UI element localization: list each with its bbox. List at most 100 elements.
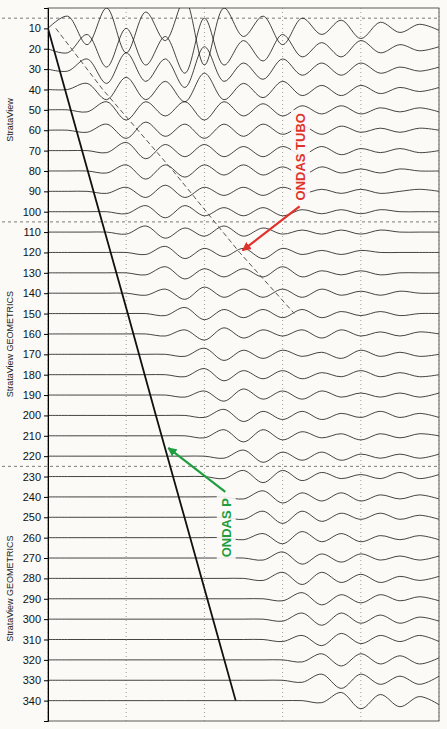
trace xyxy=(48,328,439,340)
tick: 140 xyxy=(23,287,48,299)
tick: 280 xyxy=(23,572,48,584)
tick: 300 xyxy=(23,613,48,625)
tick: 220 xyxy=(23,450,48,462)
trace xyxy=(48,633,439,645)
tick-mark xyxy=(44,660,48,661)
tick-mark xyxy=(44,558,48,559)
trace xyxy=(48,491,439,503)
trace xyxy=(48,572,439,584)
plot-frame xyxy=(48,8,439,721)
pick-line xyxy=(48,28,236,700)
tick: 70 xyxy=(29,145,48,157)
trace xyxy=(48,267,439,279)
trace xyxy=(48,409,439,421)
tick: 80 xyxy=(29,165,48,177)
tick-mark xyxy=(44,232,48,233)
tick-mark xyxy=(44,477,48,478)
tick-label: 120 xyxy=(23,246,41,258)
tick: 240 xyxy=(23,491,48,503)
y-axis: 1020304050607080901001101201301401501601… xyxy=(23,9,49,722)
tick-label: 190 xyxy=(23,389,41,401)
tick-mark xyxy=(44,28,48,29)
tick-label: 220 xyxy=(23,450,41,462)
tick: 260 xyxy=(23,532,48,544)
tick: 110 xyxy=(23,226,48,238)
record-separator xyxy=(2,466,439,467)
grid-line xyxy=(126,8,127,721)
tick-mark xyxy=(44,456,48,457)
trace xyxy=(48,165,439,179)
trace xyxy=(48,389,439,401)
tick-label: 210 xyxy=(23,430,41,442)
tick: 150 xyxy=(23,308,48,320)
tick-mark xyxy=(44,314,48,315)
records: StrataViewStrataView GEOMETRICSStrataVie… xyxy=(2,18,439,642)
trace xyxy=(48,47,439,88)
tick: 40 xyxy=(29,84,48,96)
trace xyxy=(48,613,439,625)
tick-label: 330 xyxy=(23,674,41,686)
tick: 100 xyxy=(23,206,48,218)
tick-mark xyxy=(44,252,48,253)
trace xyxy=(48,142,439,158)
tick-label: 320 xyxy=(23,654,41,666)
tick-mark xyxy=(44,171,48,172)
tick-label: 230 xyxy=(23,471,41,483)
annotation-label: ONDAS P xyxy=(219,498,234,558)
tick-mark xyxy=(44,436,48,437)
tick-label: 100 xyxy=(23,206,41,218)
tick: 180 xyxy=(23,369,48,381)
tick-mark xyxy=(44,415,48,416)
tick: 210 xyxy=(23,430,48,442)
trace xyxy=(48,532,439,544)
trace xyxy=(48,593,439,605)
tick: 20 xyxy=(29,43,48,55)
tick-label: 200 xyxy=(23,409,41,421)
grid-line xyxy=(282,8,283,721)
tick-mark xyxy=(44,191,48,192)
tick-label: 20 xyxy=(29,43,41,55)
trace xyxy=(48,18,439,73)
trace xyxy=(48,246,439,258)
tick-label: 180 xyxy=(23,369,41,381)
tick-label: 310 xyxy=(23,634,41,646)
tick: 200 xyxy=(23,409,48,421)
trace xyxy=(48,73,439,102)
plot-area xyxy=(48,8,439,709)
tick: 130 xyxy=(23,267,48,279)
tick-mark xyxy=(44,619,48,620)
tick-mark xyxy=(44,293,48,294)
tick-label: 290 xyxy=(23,593,41,605)
axis-line xyxy=(44,9,49,722)
tick: 330 xyxy=(23,674,48,686)
tick-mark xyxy=(44,517,48,518)
tick: 190 xyxy=(23,389,48,401)
tick: 120 xyxy=(23,246,48,258)
tick-label: 10 xyxy=(29,22,41,34)
tick-label: 270 xyxy=(23,552,41,564)
tick-mark xyxy=(44,151,48,152)
trace xyxy=(48,307,439,319)
tick: 170 xyxy=(23,348,48,360)
trace xyxy=(48,348,439,360)
tick: 50 xyxy=(29,104,48,116)
trace xyxy=(48,185,439,197)
tick-mark xyxy=(44,212,48,213)
tick-label: 130 xyxy=(23,267,41,279)
tick-label: 80 xyxy=(29,165,41,177)
tick-mark xyxy=(44,130,48,131)
tick-label: 40 xyxy=(29,84,41,96)
tick-label: 150 xyxy=(23,308,41,320)
tick-mark xyxy=(44,89,48,90)
tick-mark xyxy=(44,680,48,681)
trace xyxy=(48,430,439,442)
tick-mark xyxy=(44,110,48,111)
tick-mark xyxy=(44,49,48,50)
annotation-arrow xyxy=(168,448,225,492)
record-separator xyxy=(2,221,439,222)
trace xyxy=(48,450,439,462)
tick: 340 xyxy=(23,695,48,707)
tick: 290 xyxy=(23,593,48,605)
tick-mark xyxy=(44,354,48,355)
trace xyxy=(48,470,439,482)
